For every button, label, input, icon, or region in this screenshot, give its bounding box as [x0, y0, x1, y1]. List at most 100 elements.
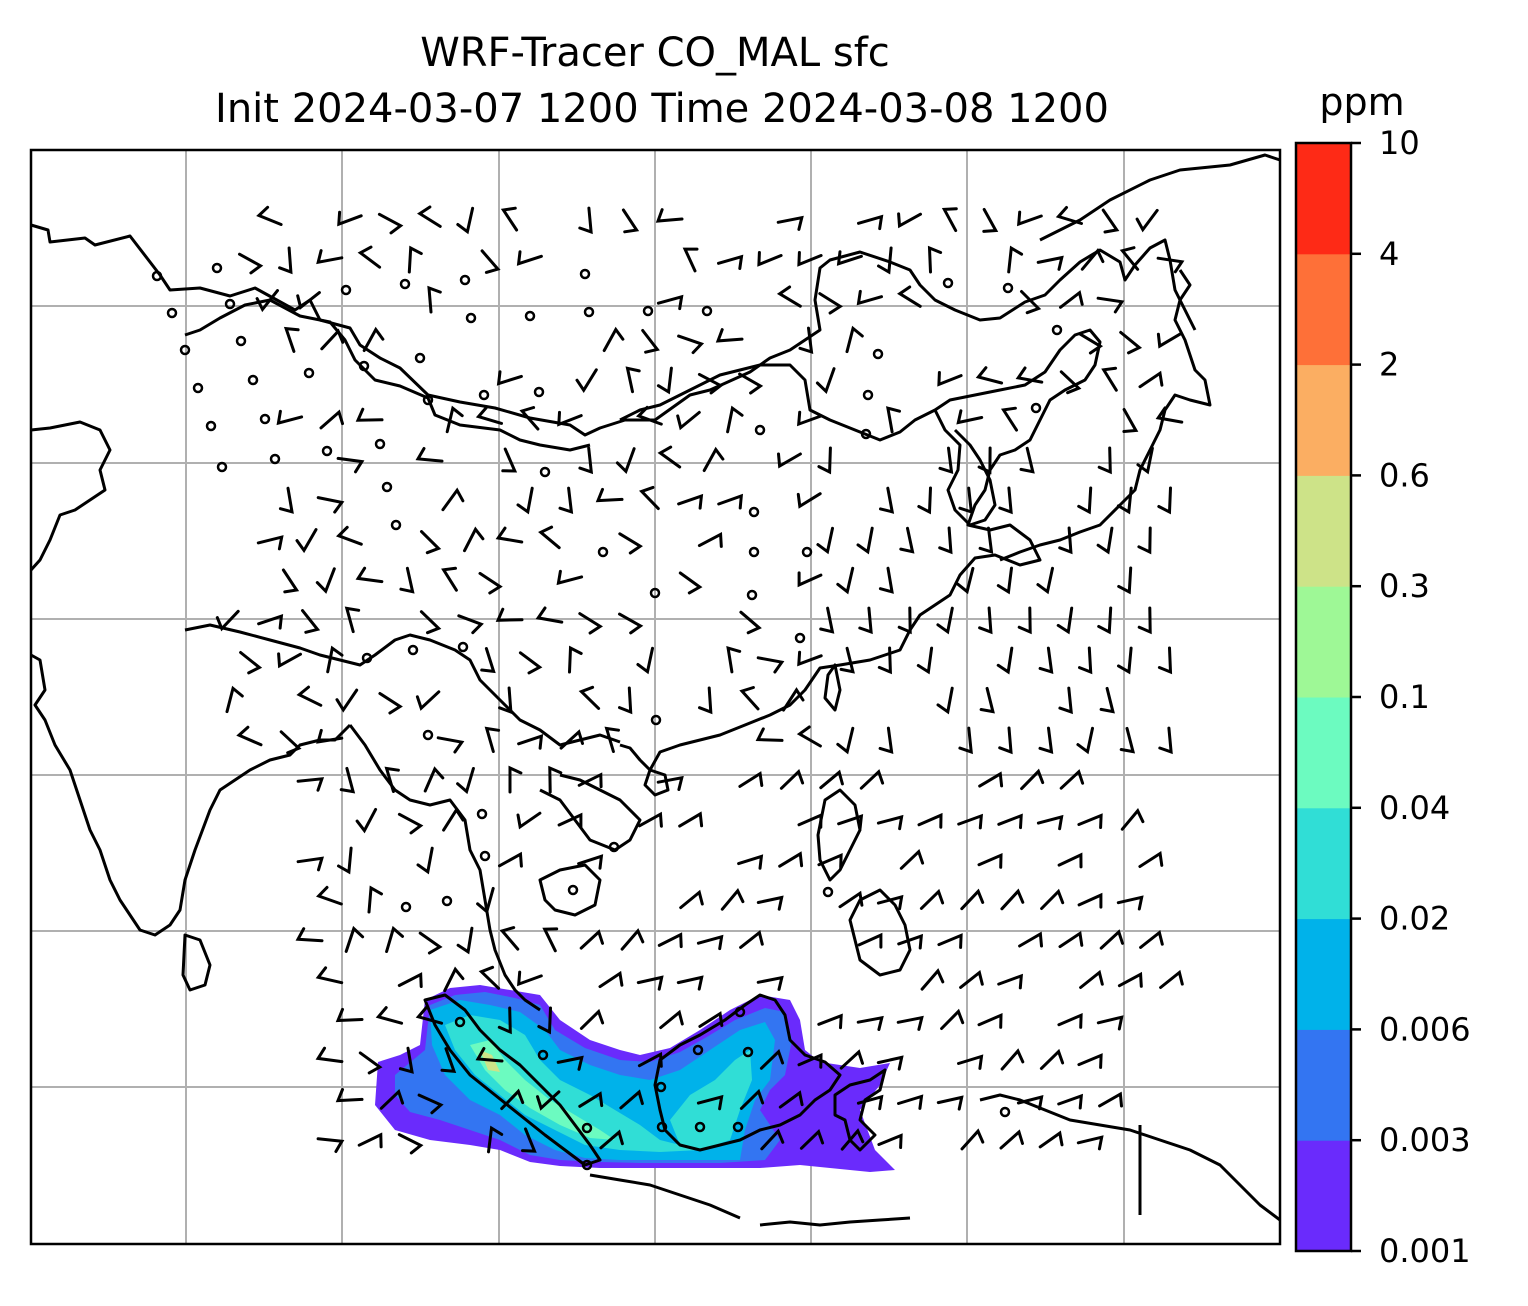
- calm-circle: [742, 1046, 754, 1058]
- wind-barb: [738, 372, 764, 395]
- wind-barb: [779, 769, 805, 790]
- wind-barb: [456, 926, 474, 955]
- wind-barb: [397, 1133, 424, 1155]
- wind-barb: [315, 1046, 344, 1064]
- tracer-layer-0.02: [445, 1015, 752, 1152]
- wind-barb: [498, 851, 523, 868]
- wind-barb: [518, 651, 543, 675]
- wind-barb: [916, 646, 934, 675]
- wind-barb: [896, 1015, 924, 1031]
- wind-barb: [535, 606, 564, 624]
- wind-barb: [1000, 888, 1025, 911]
- wind-barb: [602, 326, 625, 352]
- wind-barb: [938, 526, 953, 555]
- wind-barb: [1117, 971, 1143, 988]
- wind-barb: [819, 606, 835, 634]
- wind-barb: [877, 646, 892, 675]
- wind-barb: [698, 1011, 724, 1028]
- wind-barb: [679, 889, 704, 910]
- wind-barb: [420, 530, 442, 555]
- calm-circle: [734, 1006, 746, 1018]
- colorbar-tick-label: 0.006: [1379, 1010, 1471, 1048]
- wind-barb: [897, 1094, 924, 1110]
- calm-circle: [649, 587, 661, 599]
- calm-circle: [422, 729, 434, 741]
- wind-barb: [999, 1129, 1024, 1150]
- wind-barb: [538, 525, 561, 550]
- wind-barb: [1020, 290, 1042, 315]
- calm-circle: [358, 360, 370, 372]
- wind-barb: [397, 812, 424, 835]
- wind-barb: [557, 410, 583, 427]
- wind-barb: [337, 210, 363, 227]
- wind-barb: [759, 1049, 785, 1070]
- wind-barb: [798, 326, 814, 355]
- coast-india: [30, 653, 352, 937]
- colorbar-segment: [1296, 697, 1351, 809]
- wind-barb: [1077, 813, 1103, 829]
- wind-barb: [1058, 526, 1073, 555]
- wind-barb: [837, 814, 864, 830]
- wind-barb: [344, 925, 365, 953]
- wind-barb: [726, 405, 744, 434]
- tracer-field: [375, 985, 895, 1172]
- wind-barb: [797, 251, 823, 267]
- wind-barb: [296, 685, 323, 707]
- calm-circle: [247, 374, 259, 386]
- map-panel: [29, 148, 1282, 1246]
- wind-barb: [957, 813, 983, 830]
- wind-barb: [316, 496, 345, 514]
- calm-circle: [794, 632, 806, 644]
- wind-barb: [1157, 486, 1172, 515]
- wind-barb: [283, 326, 300, 353]
- wind-barb: [456, 206, 475, 235]
- wind-barb: [698, 686, 713, 715]
- coast-korea: [933, 409, 997, 527]
- wind-barb: [958, 486, 974, 515]
- wind-barb: [1078, 646, 1093, 675]
- calm-circle: [216, 461, 228, 473]
- calm-circle: [650, 714, 662, 726]
- coast-java: [589, 1173, 741, 1220]
- wind-barb: [296, 777, 325, 792]
- wind-barb: [1098, 1091, 1123, 1108]
- calm-circle: [361, 652, 373, 664]
- wind-barb: [355, 807, 378, 834]
- calm-circle: [567, 884, 579, 896]
- wind-barb: [982, 208, 999, 233]
- calm-circle: [381, 481, 393, 493]
- wind-barb: [598, 970, 624, 989]
- calm-circle: [269, 453, 281, 465]
- wind-barb: [937, 371, 963, 387]
- wind-barb: [1057, 1013, 1083, 1029]
- calm-circle: [942, 277, 954, 289]
- wind-barb: [857, 214, 884, 231]
- calm-circle: [608, 841, 620, 853]
- wind-barb: [739, 610, 762, 635]
- wind-barb: [1038, 726, 1054, 755]
- wind-barb: [938, 446, 954, 475]
- wind-barb: [899, 526, 915, 554]
- wind-barb: [578, 446, 594, 475]
- wind-barb: [215, 609, 240, 632]
- wind-barb: [225, 685, 244, 714]
- calm-circle: [656, 1121, 668, 1133]
- calm-circle: [748, 546, 760, 558]
- wind-barb: [657, 445, 682, 469]
- calm-circle: [581, 1159, 593, 1171]
- wind-barb: [655, 208, 684, 223]
- wind-barb: [799, 1129, 825, 1150]
- title-line-2: Init 2024-03-07 1200 Time 2024-03-08 120…: [215, 86, 1109, 132]
- wind-barb: [375, 1006, 404, 1025]
- wind-barb: [857, 932, 883, 949]
- wind-barb: [682, 247, 699, 273]
- colorbar-segment: [1296, 475, 1351, 587]
- wind-barb: [1020, 768, 1045, 791]
- wind-barb: [415, 447, 444, 463]
- wind-barb: [936, 606, 954, 635]
- wind-barb: [316, 728, 344, 744]
- colorbar-segment: [1296, 807, 1351, 920]
- wind-barb: [797, 650, 823, 667]
- wind-barb: [757, 251, 783, 267]
